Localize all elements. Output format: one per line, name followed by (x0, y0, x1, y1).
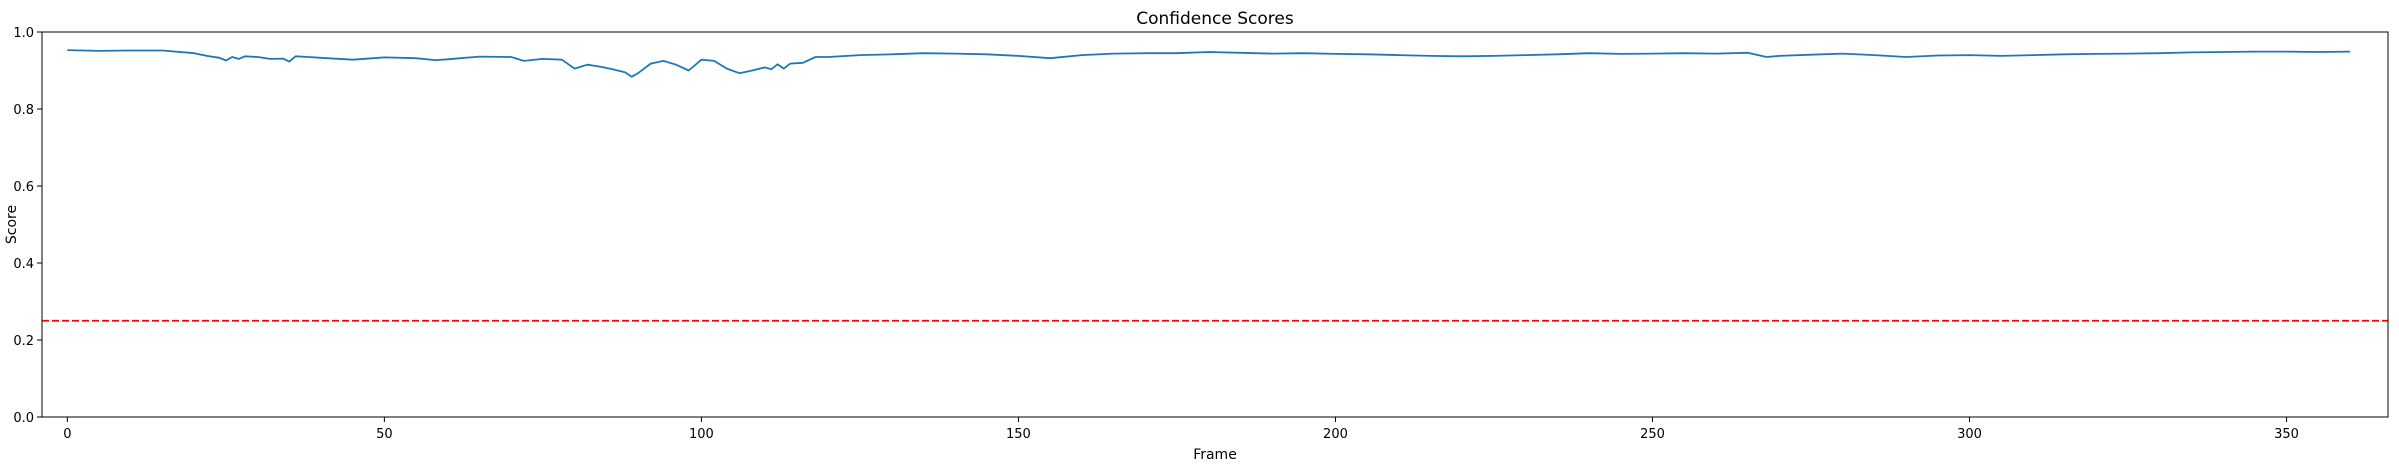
x-tick-label: 250 (1640, 427, 1665, 442)
y-tick-label: 0.8 (13, 103, 34, 118)
series-line-0 (67, 49, 2351, 78)
y-tick-label: 1.0 (13, 26, 34, 41)
y-axis-ticks: 0.0 0.2 0.4 0.6 0.8 1.0 (13, 26, 42, 426)
x-tick-label: 200 (1323, 427, 1348, 442)
plot-area (42, 49, 2388, 322)
chart-title: Confidence Scores (1136, 9, 1294, 29)
y-axis-label: Score (4, 205, 20, 244)
axes-frame (41, 31, 2389, 418)
y-tick-label: 0.0 (13, 411, 34, 426)
x-axis-ticks: 0 50 100 150 200 250 300 350 (63, 417, 2299, 442)
x-tick-label: 150 (1006, 427, 1031, 442)
x-tick-label: 50 (376, 427, 393, 442)
x-tick-label: 0 (63, 427, 71, 442)
x-tick-label: 300 (1957, 427, 1982, 442)
y-tick-label: 0.6 (13, 180, 34, 195)
x-axis-label: Frame (1193, 447, 1237, 463)
y-tick-label: 0.4 (13, 257, 34, 272)
y-tick-label: 0.2 (13, 334, 34, 349)
x-tick-label: 350 (2274, 427, 2299, 442)
x-tick-label: 100 (689, 427, 714, 442)
